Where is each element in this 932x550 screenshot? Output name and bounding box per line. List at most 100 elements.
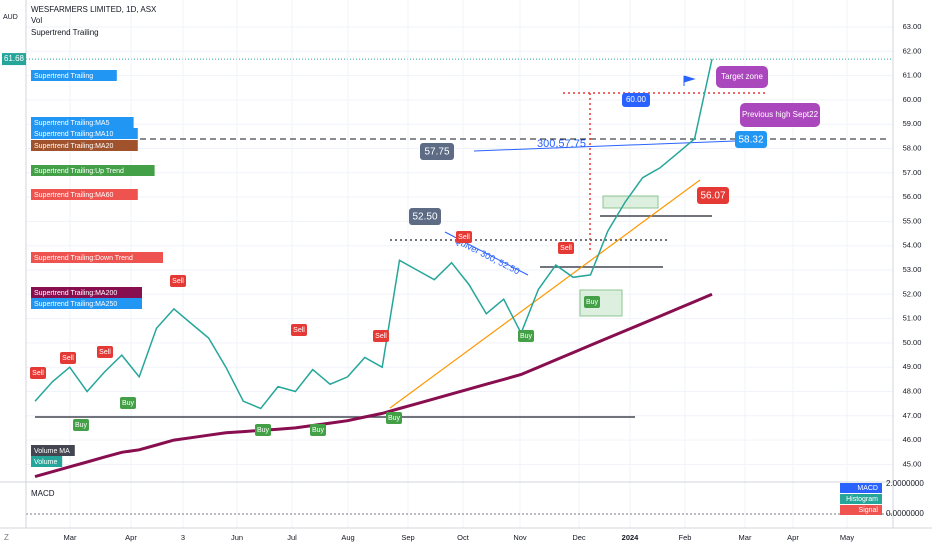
corner-label: Z xyxy=(4,533,9,542)
signals: Sell Sell Sell Sell Sell Sell Sell Sell Buy Buy Bu… xyxy=(30,231,600,436)
buy-label: Buy xyxy=(75,422,88,429)
symbol-title: WESFARMERS LIMITED, 1D, ASX xyxy=(31,5,157,14)
macd-legend-label: Histogram xyxy=(846,496,878,503)
sell-badge xyxy=(97,346,113,358)
buy-badge xyxy=(73,419,89,431)
last-price: 61.68 xyxy=(4,54,25,63)
legend-chip xyxy=(31,298,142,309)
macd-legend-chip xyxy=(840,505,882,515)
time-tick-label: 3 xyxy=(181,533,185,542)
price-tick-label: 46.00 xyxy=(903,435,922,444)
legend-label: Volume MA xyxy=(34,448,70,455)
macd-tick: 0.0000000 xyxy=(886,509,924,518)
trend-line xyxy=(389,179,701,409)
time-tick-label: Aug xyxy=(341,533,354,542)
legend-label: Supertrend Trailing:MA10 xyxy=(34,131,113,138)
price-tick-label: 62.00 xyxy=(903,46,922,55)
buy-label: Buy xyxy=(257,427,270,434)
buy-label: Buy xyxy=(388,415,401,422)
buy-badge xyxy=(310,424,326,436)
buy-badge xyxy=(255,424,271,436)
macd-legend-label: Signal xyxy=(859,507,879,514)
annotation-box xyxy=(420,143,454,160)
price-tick-label: 53.00 xyxy=(903,265,922,274)
sell-badge xyxy=(291,324,307,336)
legend-label: Supertrend Trailing:MA20 xyxy=(34,143,113,150)
macd-legend-chip xyxy=(840,494,882,504)
time-tick-label: May xyxy=(840,533,854,542)
buy-label: Buy xyxy=(586,299,599,306)
legend-chip xyxy=(31,189,138,200)
sell-label: Sell xyxy=(458,234,470,241)
callout-text: Previous high Sept22 xyxy=(742,110,819,119)
series xyxy=(34,58,713,479)
buy-badge xyxy=(120,397,136,409)
time-tick-label: Jul xyxy=(287,533,297,542)
time-tick-label: Mar xyxy=(64,533,77,542)
price-tick-label: 51.00 xyxy=(903,314,922,323)
last-price-tag xyxy=(2,53,26,66)
legend-label: Supertrend Trailing:MA5 xyxy=(34,120,110,127)
legend-chip xyxy=(31,252,163,263)
annotation-box xyxy=(409,208,441,225)
legend-chip xyxy=(31,287,142,298)
callout xyxy=(716,66,768,88)
price-tick-label: 54.00 xyxy=(903,241,922,250)
price-tick-label: 57.00 xyxy=(903,168,922,177)
legend-chip xyxy=(31,445,75,456)
macd-title: MACD xyxy=(31,489,55,498)
macd-legend-chip xyxy=(840,483,882,493)
legend-label: Supertrend Trailing:Down Trend xyxy=(34,255,133,262)
sell-label: Sell xyxy=(99,349,111,356)
legend-chip xyxy=(31,117,134,128)
legend-chip xyxy=(31,128,138,139)
buy-badge xyxy=(386,412,402,424)
sell-label: Sell xyxy=(375,333,387,340)
legend: Supertrend Trailing Supertrend Trailing:M… xyxy=(31,70,882,515)
currency: AUD xyxy=(3,14,18,21)
time-tick-label: Sep xyxy=(401,533,414,542)
time-tick-label: Feb xyxy=(679,533,692,542)
legend-chip xyxy=(31,456,63,467)
callout-text: Target zone xyxy=(721,72,763,81)
price-tag-text: 60.00 xyxy=(626,95,647,104)
indicator-title: Supertrend Trailing xyxy=(31,28,99,37)
time-tick-label: Apr xyxy=(787,533,799,542)
price-tick-label: 49.00 xyxy=(903,362,922,371)
macd-tick: 2.0000000 xyxy=(886,479,924,488)
legend-label: Supertrend Trailing xyxy=(34,73,93,80)
price-tick-label: 61.00 xyxy=(903,71,922,80)
time-tick-label: Nov xyxy=(513,533,527,542)
price-tick-label: 45.00 xyxy=(903,459,922,468)
sell-badge xyxy=(60,352,76,364)
sell-label: Sell xyxy=(172,278,184,285)
time-tick-label: 2024 xyxy=(622,533,640,542)
time-tick-label: Dec xyxy=(572,533,586,542)
sell-badge xyxy=(558,242,574,254)
price-tick-label: 55.00 xyxy=(903,216,922,225)
price-tick-label: 59.00 xyxy=(903,119,922,128)
volume-title: Vol xyxy=(31,16,42,25)
legend-label: Supertrend Trailing:MA250 xyxy=(34,301,117,308)
price-tick-label: 60.00 xyxy=(903,95,922,104)
buy-label: Buy xyxy=(122,400,135,407)
buy-badge xyxy=(584,296,600,308)
buy-label: Buy xyxy=(312,427,325,434)
legend-chip xyxy=(31,165,155,176)
price-tick-label: 52.00 xyxy=(903,289,922,298)
sell-label: Sell xyxy=(293,327,305,334)
legend-chip xyxy=(31,70,117,81)
price-tick-label: 58.00 xyxy=(903,143,922,152)
sell-label: Sell xyxy=(32,370,44,377)
price-tag xyxy=(697,187,729,204)
sell-label: Sell xyxy=(560,245,572,252)
sell-badge xyxy=(373,330,389,342)
sell-badge xyxy=(170,275,186,287)
annotation-text: 52.50 xyxy=(412,212,437,223)
price-tick-label: 50.00 xyxy=(903,338,922,347)
legend-chip xyxy=(31,140,138,151)
time-tick-label: Mar xyxy=(739,533,752,542)
zone-box xyxy=(602,195,659,209)
